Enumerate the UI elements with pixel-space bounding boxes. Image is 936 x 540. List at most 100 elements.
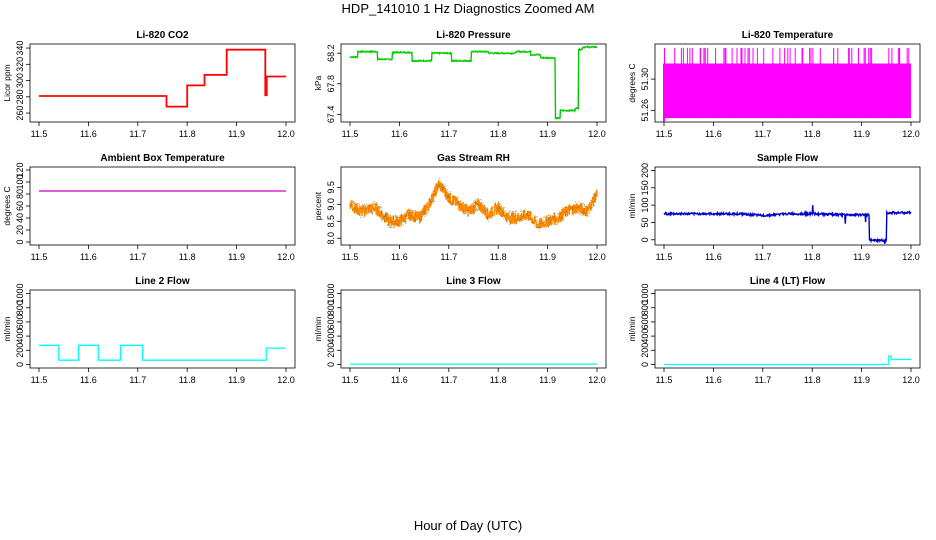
series-group (39, 48, 286, 108)
x-tick-label: 11.9 (539, 129, 556, 139)
y-tick-label: 9.5 (326, 181, 336, 194)
panel-title: Line 2 Flow (135, 276, 190, 287)
panel-title: Li-820 Temperature (742, 30, 834, 41)
x-tick-label: 11.5 (342, 252, 359, 262)
y-tick-label: 600 (326, 314, 336, 329)
x-tick-label: 11.8 (490, 375, 507, 385)
panel-title: Gas Stream RH (437, 153, 510, 164)
y-axis-label: kPa (313, 75, 323, 90)
x-tick-label: 11.8 (179, 129, 196, 139)
x-tick-label: 12.0 (902, 129, 920, 139)
y-axis-label: ml/min (313, 316, 323, 341)
x-tick-label: 11.9 (228, 252, 245, 262)
data-line-line-4 (664, 355, 911, 366)
x-tick-label: 11.6 (705, 252, 722, 262)
y-tick-label: 0 (640, 237, 650, 242)
y-tick-label: 800 (326, 300, 336, 315)
panel-title: Li-820 CO2 (136, 30, 189, 41)
x-tick-label: 11.7 (129, 375, 146, 385)
x-tick-label: 11.7 (440, 375, 457, 385)
y-tick-label: 1000 (15, 284, 25, 304)
y-tick-label: 8.0 (326, 232, 336, 245)
chart-panel-4: Ambient Box Temperature 11.5 11.6 11.7 11.8 1… (2, 153, 296, 262)
y-tick-label: 120 (15, 162, 25, 177)
x-tick-label: 11.7 (129, 129, 146, 139)
x-tick-label: 12.0 (588, 252, 606, 262)
y-tick-label: 0 (640, 362, 650, 367)
y-tick-label: 200 (15, 343, 25, 358)
series-group (664, 355, 911, 366)
y-axis-label: percent (313, 191, 323, 220)
y-tick-label: 60 (15, 201, 25, 211)
y-tick-label: 51.30 (640, 68, 650, 91)
y-tick-label: 340 (15, 41, 25, 56)
x-tick-label: 11.8 (804, 129, 821, 139)
series-group (349, 177, 598, 232)
x-tick-label: 12.0 (277, 375, 295, 385)
chart-panel-6: Sample Flow 11.5 11.6 11.7 11.8 11.9 12.0 0 50 10… (627, 153, 921, 262)
chart-panel-7: Line 2 Flow 11.5 11.6 11.7 11.8 11.9 12.0 0 2004… (2, 276, 296, 385)
y-tick-label: 200 (640, 163, 650, 178)
data-band-temperature (664, 63, 911, 119)
x-tick-label: 11.5 (656, 129, 673, 139)
x-tick-label: 11.9 (228, 375, 245, 385)
x-tick-label: 11.5 (656, 252, 673, 262)
y-axis-label: degrees C (2, 186, 12, 225)
x-tick-label: 11.5 (31, 375, 48, 385)
plot-frame (340, 166, 607, 246)
y-tick-label: 200 (640, 343, 650, 358)
panel-title: Line 3 Flow (446, 276, 501, 287)
data-line-co2 (39, 48, 286, 108)
x-tick-label: 11.9 (539, 252, 556, 262)
y-tick-label: 100 (640, 198, 650, 213)
series-group (663, 205, 912, 244)
x-tick-label: 11.6 (80, 129, 97, 139)
plot-frame (340, 289, 607, 369)
x-tick-label: 11.6 (391, 375, 408, 385)
x-tick-label: 11.5 (656, 375, 673, 385)
x-tick-label: 11.8 (804, 375, 821, 385)
y-tick-label: 50 (640, 217, 650, 227)
x-tick-label: 11.6 (80, 252, 97, 262)
panel-title: Sample Flow (757, 153, 818, 164)
plot-frame (654, 43, 921, 123)
y-tick-label: 9.0 (326, 198, 336, 211)
y-tick-label: 68.2 (326, 44, 336, 62)
data-line-pressure (349, 45, 598, 121)
chart-panel-3: Li-820 Temperature 11.5 11.6 11.7 11.8 11.9 12… (627, 30, 921, 139)
series-group (39, 344, 286, 361)
y-tick-label: 200 (326, 343, 336, 358)
y-axis-label: ml/min (2, 316, 12, 341)
data-line-rh (349, 179, 598, 229)
x-tick-label: 11.5 (342, 129, 359, 139)
y-tick-label: 0 (15, 239, 25, 244)
x-axis-title: Hour of Day (UTC) (413, 518, 523, 533)
y-tick-label: 20 (15, 225, 25, 235)
x-tick-label: 11.6 (391, 252, 408, 262)
plot-frame (29, 43, 296, 123)
x-tick-label: 12.0 (277, 252, 295, 262)
x-tick-label: 12.0 (588, 375, 606, 385)
x-tick-label: 11.6 (705, 375, 722, 385)
x-tick-label: 11.6 (705, 129, 722, 139)
y-tick-label: 400 (326, 329, 336, 344)
x-tick-label: 11.6 (80, 375, 97, 385)
y-tick-label: 280 (15, 89, 25, 104)
y-tick-label: 400 (640, 329, 650, 344)
chart-panel-5: Gas Stream RH 11.5 11.6 11.7 11.8 11.9 12.0 8.0… (313, 153, 607, 262)
y-tick-label: 800 (15, 300, 25, 315)
x-tick-label: 11.9 (228, 129, 245, 139)
y-tick-label: 40 (15, 213, 25, 223)
y-tick-label: 67.8 (326, 75, 336, 93)
panel-title: Li-820 Pressure (436, 30, 511, 41)
x-tick-label: 11.7 (754, 252, 771, 262)
x-tick-label: 11.8 (179, 375, 196, 385)
y-tick-label: 80 (15, 189, 25, 199)
y-axis-label: degrees C (627, 63, 637, 102)
y-tick-label: 1000 (640, 284, 650, 304)
plot-frame (29, 166, 296, 246)
y-tick-label: 400 (15, 329, 25, 344)
y-tick-label: 1000 (326, 284, 336, 304)
plot-frame (340, 43, 607, 123)
